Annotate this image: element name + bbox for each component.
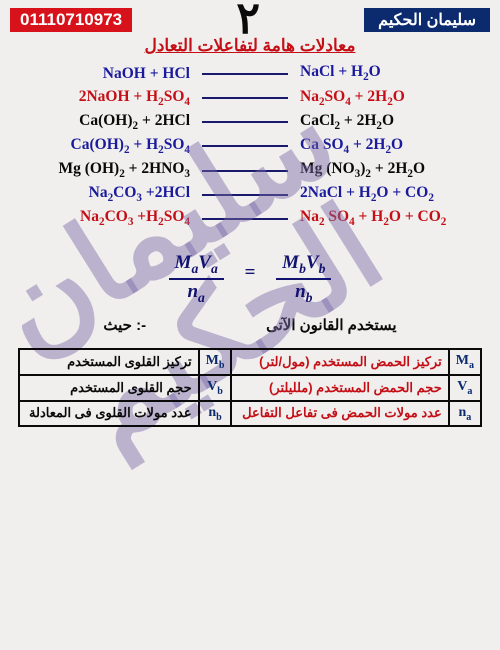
law-line: حيث :- يستخدم القانون الآتى (0, 316, 500, 334)
law-right: يستخدم القانون الآتى (266, 316, 397, 334)
equation-row: Ca(OH)2 + 2HCl CaCl2 + 2H2O (28, 111, 472, 134)
equation-lhs: Ca(OH)2 + 2HCl (28, 111, 198, 134)
equation-rhs: Na2SO4 + 2H2O (292, 87, 472, 110)
equation-rhs: CaCl2 + 2H2O (292, 111, 472, 134)
equation-row: Na2CO3 +2HCl 2NaCl + H2O + CO2 (28, 183, 472, 206)
formula: MaVa na = MbVb nb (0, 252, 500, 306)
cell-base-sym: nb (199, 401, 232, 427)
cell-acid-sym: Va (449, 375, 481, 401)
equation-lhs: Na2CO3 +H2SO4 (28, 207, 198, 230)
equation-line (202, 73, 288, 75)
header: 01110710973 ٢ سليمان الحكيم (0, 0, 500, 34)
author-box: سليمان الحكيم (364, 8, 490, 32)
equation-line (202, 218, 288, 220)
equation-lhs: 2NaOH + H2SO4 (28, 87, 198, 110)
equation-rhs: 2NaCl + H2O + CO2 (292, 183, 472, 206)
equation-row: Ca(OH)2 + H2SO4 Ca SO4 + 2H2O (28, 135, 472, 158)
table-row: تركيز القلوى المستخدمMbتركيز الحمض المست… (19, 349, 481, 375)
equation-line (202, 194, 288, 196)
table-row: عدد مولات القلوى فى المعادلةnbعدد مولات … (19, 401, 481, 427)
equation-lhs: NaOH + HCl (28, 64, 198, 85)
cell-base-text: تركيز القلوى المستخدم (19, 349, 199, 375)
cell-acid-text: عدد مولات الحمض فى تفاعل التفاعل (231, 401, 448, 427)
equation-lhs: Mg (OH)2 + 2HNO3 (28, 159, 198, 182)
legend-table: تركيز القلوى المستخدمMbتركيز الحمض المست… (18, 348, 482, 427)
phone-box: 01110710973 (10, 8, 132, 32)
table-row: حجم القلوى المستخدمVbحجم الحمض المستخدم … (19, 375, 481, 401)
equation-row: NaOH + HCl NaCl + H2O (28, 62, 472, 85)
equation-rhs: Na2 SO4 + H2O + CO2 (292, 207, 472, 230)
equation-line (202, 121, 288, 123)
cell-acid-sym: na (449, 401, 481, 427)
equation-line (202, 145, 288, 147)
equation-rhs: NaCl + H2O (292, 62, 472, 85)
cell-base-text: حجم القلوى المستخدم (19, 375, 199, 401)
equation-line (202, 170, 288, 172)
page-number: ٢ (236, 6, 260, 32)
equation-lhs: Na2CO3 +2HCl (28, 183, 198, 206)
page-title: معادلات هامة لتفاعلات التعادل (0, 36, 500, 56)
equations-list: NaOH + HCl NaCl + H2O 2NaOH + H2SO4 Na2SO4 … (28, 62, 472, 230)
equation-row: 2NaOH + H2SO4 Na2SO4 + 2H2O (28, 87, 472, 110)
cell-acid-sym: Ma (449, 349, 481, 375)
equation-line (202, 97, 288, 99)
equation-row: Mg (OH)2 + 2HNO3 Mg (NO3)2 + 2H2O (28, 159, 472, 182)
equation-row: Na2CO3 +H2SO4 Na2 SO4 + H2O + CO2 (28, 207, 472, 230)
cell-base-sym: Vb (199, 375, 232, 401)
law-left: حيث :- (103, 316, 146, 334)
equation-rhs: Mg (NO3)2 + 2H2O (292, 159, 472, 182)
cell-acid-text: حجم الحمض المستخدم (ملليلتر) (231, 375, 448, 401)
equation-lhs: Ca(OH)2 + H2SO4 (28, 135, 198, 158)
equation-rhs: Ca SO4 + 2H2O (292, 135, 472, 158)
cell-base-text: عدد مولات القلوى فى المعادلة (19, 401, 199, 427)
cell-base-sym: Mb (199, 349, 232, 375)
cell-acid-text: تركيز الحمض المستخدم (مول/لتر) (231, 349, 448, 375)
